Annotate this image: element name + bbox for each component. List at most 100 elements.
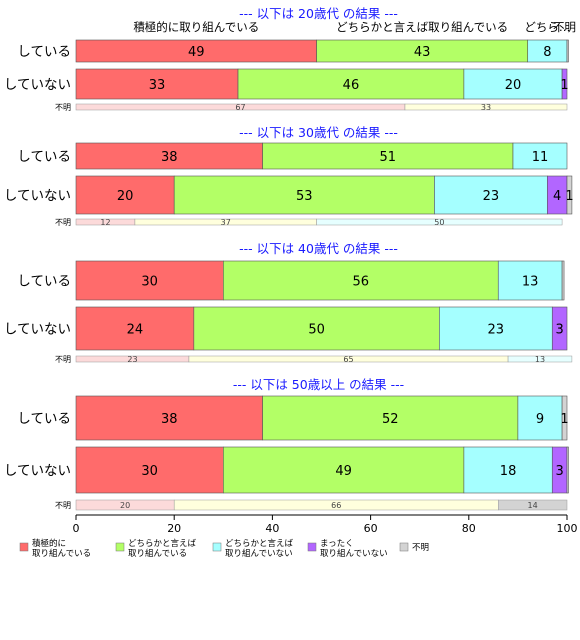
- bar-segment: [75, 175, 175, 215]
- row-label: していない: [4, 77, 71, 93]
- unknown-data-label: 66: [331, 501, 341, 510]
- data-label: 33: [149, 78, 166, 93]
- row-label: している: [17, 411, 71, 427]
- bar-segment: [517, 395, 563, 441]
- panel-title: --- 以下は 50歳以上 の結果 ---: [233, 377, 404, 392]
- legend-label: まったく取り組んでいない: [320, 539, 388, 559]
- row-label: していない: [4, 463, 71, 479]
- legend-label: 不明: [412, 543, 429, 553]
- bar-segment: [561, 68, 568, 100]
- data-label: 52: [382, 412, 399, 427]
- legend-swatch: [399, 542, 409, 552]
- x-tick-label: 20: [167, 522, 181, 535]
- data-label: 20: [505, 78, 522, 93]
- unknown-data-label: 50: [434, 218, 444, 227]
- bar-segment: [497, 260, 563, 301]
- legend-swatch: [115, 542, 125, 552]
- unknown-row-label: 不明: [55, 355, 71, 364]
- unknown-row-label: 不明: [55, 218, 71, 227]
- x-tick-label: 0: [73, 522, 80, 535]
- data-label: 56: [353, 275, 370, 290]
- unknown-row-label: 不明: [55, 501, 71, 510]
- unknown-data-label: 13: [535, 355, 545, 364]
- bar-segment: [551, 306, 568, 351]
- x-tick-label: 40: [265, 522, 279, 535]
- unknown-data-label: 67: [235, 103, 245, 112]
- data-label: 50: [308, 323, 325, 338]
- data-label: 49: [188, 45, 205, 60]
- data-label: 30: [141, 464, 158, 479]
- data-label: 18: [500, 464, 517, 479]
- bar-segment: [566, 175, 573, 215]
- data-label: 3: [555, 464, 563, 479]
- row-label: している: [17, 274, 71, 290]
- unknown-bar-segment: [404, 103, 568, 111]
- data-label: 1: [565, 189, 573, 204]
- bar-segment: [439, 306, 553, 351]
- bar-segment: [463, 446, 553, 494]
- unknown-bar-segment: [498, 499, 568, 511]
- data-label: 43: [414, 45, 431, 60]
- unknown-data-label: 20: [120, 501, 130, 510]
- legend-label: どちらかと言えば取り組んでいない: [225, 538, 294, 559]
- data-label: 3: [555, 323, 563, 338]
- bar-segment: [75, 446, 224, 494]
- unknown-data-label: 23: [127, 355, 137, 364]
- bar-segment: [75, 306, 195, 351]
- unknown-bar-segment: [507, 355, 573, 363]
- data-label: 24: [127, 323, 144, 338]
- panel-title: --- 以下は 40歳代 の結果 ---: [239, 241, 398, 256]
- bar-segment: [173, 175, 435, 215]
- data-label: 1: [560, 78, 568, 93]
- data-label: 30: [141, 275, 158, 290]
- data-label: 13: [522, 275, 539, 290]
- panel-title: --- 以下は 20歳代 の結果 ---: [239, 6, 398, 21]
- bar-segment: [75, 395, 263, 441]
- unknown-data-label: 33: [481, 103, 491, 112]
- top-category-label: 不明: [553, 20, 576, 34]
- data-label: 38: [161, 412, 178, 427]
- data-label: 53: [296, 189, 313, 204]
- row-label: していない: [4, 188, 71, 204]
- data-label: 49: [335, 464, 352, 479]
- bar-segment: [223, 446, 465, 494]
- legend-swatch: [212, 542, 222, 552]
- legend-label: どちらかと言えば取り組んでいる: [128, 538, 197, 559]
- data-label: 9: [536, 412, 544, 427]
- unknown-row-label: 不明: [55, 103, 71, 112]
- bar-segment: [512, 142, 568, 170]
- legend-swatch: [307, 542, 317, 552]
- data-label: 38: [161, 150, 178, 165]
- legend-label: 積極的に取り組んでいる: [32, 538, 91, 559]
- data-label: 8: [543, 45, 551, 60]
- bar-segment: [193, 306, 440, 351]
- top-category-label: どちらかと言えば取り組んでいる: [336, 20, 508, 34]
- legend-swatch: [19, 542, 29, 552]
- x-tick-label: 80: [462, 522, 476, 535]
- data-label: 23: [488, 323, 505, 338]
- unknown-data-label: 37: [221, 218, 231, 227]
- bar-segment: [434, 175, 548, 215]
- data-label: 23: [483, 189, 500, 204]
- bar-segment: [75, 260, 224, 301]
- panel-title: --- 以下は 30歳代 の結果 ---: [239, 125, 398, 140]
- bar-segment: [75, 68, 239, 100]
- data-label: 4: [553, 189, 561, 204]
- bar-segment: [237, 68, 465, 100]
- bar-segment: [561, 395, 568, 441]
- unknown-data-label: 12: [100, 218, 110, 227]
- bar-segment: [566, 39, 569, 63]
- data-label: 20: [117, 189, 134, 204]
- row-label: している: [17, 44, 71, 60]
- top-category-label: どちら…: [524, 20, 570, 34]
- data-label: 46: [343, 78, 360, 93]
- x-tick-label: 60: [364, 522, 378, 535]
- unknown-data-label: 65: [343, 355, 353, 364]
- data-label: 1: [560, 412, 568, 427]
- data-label: 11: [532, 150, 549, 165]
- x-tick-label: 100: [557, 522, 578, 535]
- row-label: していない: [4, 322, 71, 338]
- bar-segment: [75, 142, 263, 170]
